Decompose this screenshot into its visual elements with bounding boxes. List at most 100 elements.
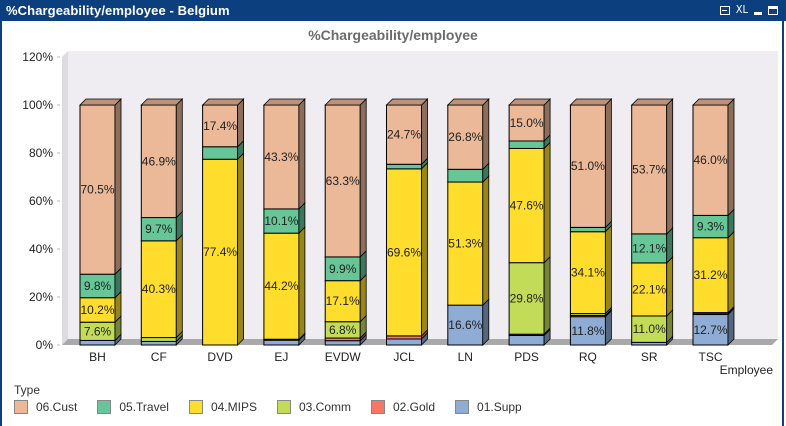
data-label: 24.7% <box>387 128 421 142</box>
x-tick-label: EJ <box>274 350 288 364</box>
bar-segment-ej-mips-side <box>298 226 306 341</box>
legend-item[interactable]: 01.Supp <box>455 400 522 414</box>
bar-segment-cf-mips <box>140 240 177 339</box>
bar-segment-cf-mips-side <box>175 233 183 339</box>
data-label: 51.0% <box>571 159 605 173</box>
legend-swatch <box>97 400 112 414</box>
bar-segment-bh-mips <box>79 297 116 323</box>
bar-stack-rq: 11.8% 34.1% 51.0% <box>569 98 613 346</box>
legend-item[interactable]: 02.Gold <box>370 400 436 414</box>
bar-segment-dvd-mips <box>202 158 239 346</box>
bar-stack-sr: 11.0% 22.1% 12.1% 53.7% <box>630 98 674 346</box>
data-label: 77.4% <box>203 245 237 259</box>
data-label: 70.5% <box>80 183 114 197</box>
legend-item[interactable]: 03.Comm <box>276 400 351 414</box>
window-titlebar[interactable]: %Chargeability/employee - Belgium XL <box>0 0 786 21</box>
data-label: 9.7% <box>145 222 173 236</box>
export-excel-button[interactable]: XL <box>735 3 748 16</box>
data-label: 63.3% <box>326 174 360 188</box>
y-tick-label: 20% <box>29 290 53 304</box>
y-tick-label: 60% <box>29 194 53 208</box>
bar-segment-tsc-cust-side <box>727 98 735 217</box>
bar-segment-tsc-mips <box>692 237 729 314</box>
legend-label: 04.MIPS <box>210 400 257 414</box>
bar-segment-jcl-mips-side <box>421 161 428 337</box>
legend-swatch <box>455 400 470 414</box>
bar-segment-cf-comm <box>140 337 177 342</box>
bar-segment-cf-cust-side <box>175 98 183 219</box>
printer-icon[interactable] <box>719 5 730 15</box>
bar-segment-ln-travel <box>447 168 484 183</box>
bar-segment-pds-comm-side <box>543 255 551 336</box>
data-label: 46.9% <box>142 154 176 168</box>
y-axis: 0% 20% 40% 60% 80% 100% 120% <box>22 50 60 352</box>
stacked-bar-chart: %Chargeability/employee 0% 20% 40% 60% 80% 10… <box>22 27 778 377</box>
x-tick-label: EVDW <box>325 350 362 364</box>
bar-segment-ej-cust-side <box>298 98 306 210</box>
bar-top-jcl <box>385 98 429 106</box>
data-label: 44.2% <box>264 279 298 293</box>
data-label: 53.7% <box>632 162 666 176</box>
data-label: 17.4% <box>203 119 237 133</box>
bar-segment-jcl-supp <box>386 338 422 346</box>
data-label: 29.8% <box>510 291 544 305</box>
maximize-icon[interactable] <box>768 5 778 15</box>
legend-item[interactable]: 06.Cust <box>14 400 77 414</box>
bar-segment-jcl-travel <box>386 163 422 170</box>
chart-title: %Chargeability/employee <box>308 27 478 43</box>
bar-top-cf <box>140 98 184 106</box>
bar-segment-pds-travel <box>508 140 545 149</box>
data-label: 46.0% <box>693 153 727 167</box>
x-tick-label: DVD <box>207 350 233 364</box>
bar-segment-sr-cust <box>631 104 668 235</box>
bars: 7.6% 10.2% 9.8% 70.5% 40.3% 9.7% 46.9% 77.4% 17.… <box>79 98 735 346</box>
bar-top-bh <box>79 98 122 106</box>
data-label: 16.6% <box>448 318 482 332</box>
bar-segment-ej-supp <box>263 339 300 346</box>
bar-segment-pds-supp <box>508 334 545 346</box>
bar-segment-jcl-mips <box>386 168 422 337</box>
bar-segment-dvd-travel <box>202 146 239 160</box>
legend-label: 01.Supp <box>477 400 522 414</box>
data-label: 11.0% <box>633 322 666 336</box>
legend-label: 02.Gold <box>392 400 436 414</box>
x-axis: BH CF DVD EJ EVDW JCL LN PDS RQ SR TSC <box>89 350 723 364</box>
data-label: 10.2% <box>80 303 114 317</box>
plot-side-wall <box>62 51 68 345</box>
legend-swatch <box>276 400 291 414</box>
legend-label: 03.Comm <box>298 400 351 414</box>
data-label: 15.0% <box>510 116 544 130</box>
bar-segment-evdw-supp <box>324 340 361 346</box>
bar-segment-pds-cust <box>508 104 545 142</box>
x-tick-label: BH <box>89 350 106 364</box>
x-tick-label: PDS <box>514 350 539 364</box>
bar-segment-rq-mips-side <box>605 224 612 315</box>
bar-top-dvd <box>201 98 245 106</box>
bar-segment-jcl-cust-side <box>421 98 428 166</box>
bar-segment-evdw-mips <box>324 280 361 323</box>
bar-stack-ln: 16.6% 51.3% 26.8% <box>446 98 490 346</box>
minimize-icon[interactable] <box>754 12 762 15</box>
bar-segment-cf-cust <box>140 104 177 219</box>
data-label: 31.2% <box>693 268 727 282</box>
bar-stack-evdw: 6.8% 17.1% 9.9% 63.3% <box>324 98 368 346</box>
legend-item[interactable]: 05.Travel <box>97 400 169 414</box>
bar-segment-pds-cust-side <box>543 98 551 142</box>
legend-item[interactable]: 04.MIPS <box>188 400 257 414</box>
bar-segment-bh-supp <box>79 339 116 346</box>
bar-stack-dvd: 77.4% 17.4% <box>201 98 245 346</box>
data-label: 22.1% <box>632 282 666 296</box>
data-label: 9.9% <box>329 262 357 276</box>
window-title: %Chargeability/employee - Belgium <box>6 3 230 18</box>
legend-swatch <box>14 400 28 414</box>
bar-segment-sr-mips-side <box>666 255 674 317</box>
legend-title: Type <box>14 383 41 397</box>
legend-swatch <box>370 400 385 414</box>
bar-segment-dvd-cust-side <box>237 98 245 148</box>
bar-segment-evdw-mips-side <box>359 273 367 323</box>
bar-segment-cf-supp <box>140 340 177 346</box>
data-label: 12.7% <box>693 323 727 337</box>
data-label: 34.1% <box>571 266 605 280</box>
data-label: 47.6% <box>510 199 544 213</box>
bar-stack-pds: 29.8% 47.6% 15.0% <box>508 98 552 346</box>
